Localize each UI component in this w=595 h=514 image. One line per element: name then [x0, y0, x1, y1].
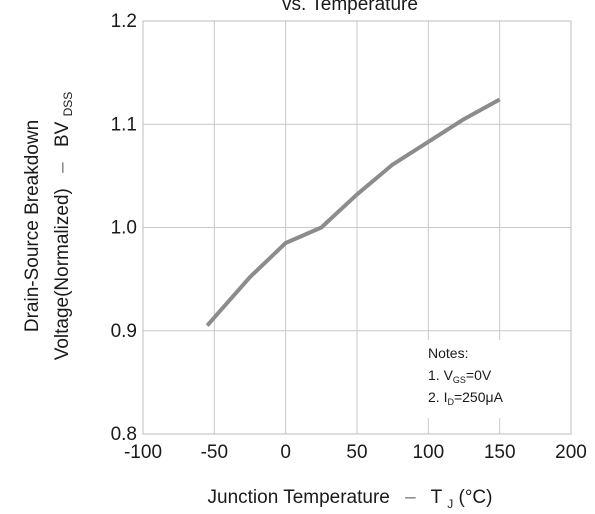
y-tick-label: 0.9	[111, 321, 137, 342]
y-axis-title-line2-dash: –	[52, 162, 73, 173]
note-2-sub: D	[447, 397, 454, 407]
series-line-0	[205, 97, 501, 327]
note-1-post: =0V	[466, 367, 492, 383]
x-tick-label: -100	[124, 442, 162, 463]
x-tick-label: 0	[280, 442, 291, 463]
note-2: 2. ID=250μA	[428, 389, 504, 407]
x-tick-label: 100	[412, 442, 444, 463]
note-1-sub: GS	[453, 375, 466, 385]
y-tick-label: 1.0	[111, 218, 137, 239]
y-tick-label: 1.2	[111, 11, 137, 32]
x-tick-label: 50	[346, 442, 367, 463]
note-1: 1. VGS=0V	[428, 367, 492, 385]
y-axis-title-line1: Drain-Source Breakdown	[22, 120, 43, 332]
note-2-post: =250μA	[454, 389, 504, 405]
x-axis-title-sym: T	[431, 487, 443, 508]
note-2-pre: 2. I	[428, 389, 447, 405]
x-axis-title-sub: J	[447, 497, 453, 511]
x-tick-label: 200	[555, 442, 587, 463]
series-layer	[205, 97, 501, 327]
x-tick-label: -50	[201, 442, 228, 463]
notes-title: Notes:	[428, 345, 468, 361]
y-axis-title-line2-main: Voltage(Normalized)	[52, 188, 73, 360]
notes-box: Notes: 1. VGS=0V 2. ID=250μA	[421, 340, 543, 418]
note-1-pre: 1. V	[428, 367, 454, 383]
y-axis-title-line2-sym: BV	[52, 121, 73, 147]
x-axis-title-unit: (°C)	[459, 487, 493, 508]
x-axis-title: Junction Temperature – T J (°C)	[208, 487, 493, 513]
y-axis-title: Drain-Source Breakdown	[22, 120, 43, 332]
chart-title: vs. Temperature	[282, 0, 418, 15]
notes-background	[421, 340, 543, 418]
y-tick-label: 1.1	[111, 114, 137, 135]
y-axis-title-2: Voltage(Normalized) – BV DSS	[52, 92, 75, 361]
svg-text:Voltage(Normalized) –: Voltage(Normalized) – BV DSS	[52, 92, 75, 361]
y-tick-labels: 0.8 0.9 1.0 1.1 1.2	[111, 11, 137, 445]
x-axis-title-main: Junction Temperature	[208, 487, 390, 508]
y-axis-title-line2-sub: DSS	[61, 92, 75, 117]
y-tick-label: 0.8	[111, 424, 137, 445]
plot-area-border	[142, 20, 572, 435]
x-axis-title-dash: –	[405, 487, 416, 508]
x-tick-labels: -100 -50 0 50 100 150 200	[124, 442, 587, 463]
x-tick-label: 150	[484, 442, 516, 463]
